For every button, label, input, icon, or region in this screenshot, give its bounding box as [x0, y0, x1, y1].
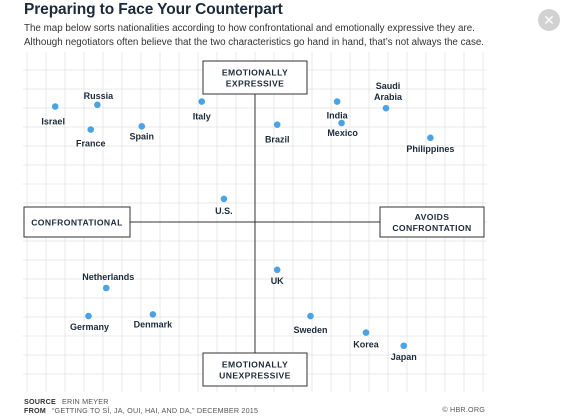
subtitle-line-1: The map below sorts nationalities accord… — [24, 23, 475, 34]
point-label: Sweden — [293, 325, 327, 335]
point-label: UK — [271, 276, 284, 286]
x-right-label-text: CONFRONTATION — [392, 223, 471, 233]
point-label: India — [327, 111, 349, 121]
point-label: Israel — [41, 117, 65, 127]
point-label: Philippines — [406, 144, 454, 154]
point-philippines-dot — [427, 134, 434, 142]
point-spain-dot — [138, 123, 146, 130]
point-germany-dot — [85, 312, 92, 320]
y-top-label-text: EMOTIONALLY — [222, 67, 288, 77]
y-top-label-box — [202, 60, 308, 95]
point-uk-dot — [273, 266, 281, 274]
point-sweden-dot — [307, 312, 314, 320]
chart-subtitle: The map below sorts nationalities accord… — [24, 22, 524, 49]
point-netherlands-dot — [102, 284, 110, 292]
axis-labels: EMOTIONALLYEXPRESSIVEEMOTIONALLYUNEXPRES… — [23, 60, 485, 387]
point-label: France — [76, 139, 106, 149]
point-label: Japan — [391, 352, 417, 362]
x-right-label-box — [379, 206, 485, 238]
point-label: Saudi — [376, 81, 401, 91]
axes — [130, 80, 380, 355]
point-japan-dot — [400, 342, 408, 350]
point-label: Mexico — [327, 128, 358, 138]
credit: © HBR.ORG — [442, 405, 485, 414]
from-value: “GETTING TO SÍ, JA, OUI, HAI, AND DA,” D… — [51, 406, 259, 415]
from-line: FROM “GETTING TO SÍ, JA, OUI, HAI, AND DA… — [24, 406, 258, 415]
point-saudi-dot — [382, 104, 390, 112]
subtitle-line-2: Although negotiators often believe that … — [24, 36, 485, 48]
point-label: Brazil — [265, 135, 290, 145]
point-france-dot — [87, 126, 95, 133]
point-us-dot — [220, 195, 228, 203]
point-label: Netherlands — [82, 272, 134, 282]
data-points: Israel Russia France Spain Italy Brazil India M… — [41, 81, 454, 362]
point-label: Korea — [353, 340, 380, 350]
source-label: SOURCE — [24, 397, 56, 406]
chart-title: Preparing to Face Your Counterpart — [24, 1, 283, 18]
y-bottom-label-text: UNEXPRESSIVE — [219, 370, 291, 380]
source-value: ERIN MEYER — [61, 397, 109, 406]
source-line: SOURCE ERIN MEYER — [24, 397, 109, 406]
point-denmark-dot — [149, 311, 157, 318]
point-korea-dot — [362, 329, 370, 336]
point-brazil-dot — [273, 121, 281, 128]
from-label: FROM — [24, 406, 46, 415]
y-top-label-text: EXPRESSIVE — [226, 78, 284, 88]
point-italy-dot — [198, 98, 206, 105]
x-left-label-text: CONFRONTATIONAL — [31, 217, 123, 227]
point-label: Arabia — [374, 92, 403, 102]
point-label: Italy — [193, 112, 211, 122]
close-icon: ✕ — [543, 12, 555, 28]
close-button[interactable]: ✕ — [538, 9, 560, 31]
point-label: Germany — [70, 322, 109, 332]
point-label: U.S. — [215, 206, 233, 216]
y-bottom-label-box — [202, 352, 308, 387]
point-label: Spain — [130, 131, 155, 141]
x-right-label-text: AVOIDS — [415, 212, 450, 222]
point-israel-dot — [51, 103, 59, 110]
y-bottom-label-text: EMOTIONALLY — [222, 359, 288, 369]
point-russia-dot — [94, 101, 101, 109]
point-mexico-dot — [338, 119, 345, 127]
point-india-dot — [333, 98, 341, 105]
x-left-label-box — [23, 206, 131, 238]
point-label: Russia — [84, 91, 115, 101]
point-label: Denmark — [134, 319, 174, 329]
